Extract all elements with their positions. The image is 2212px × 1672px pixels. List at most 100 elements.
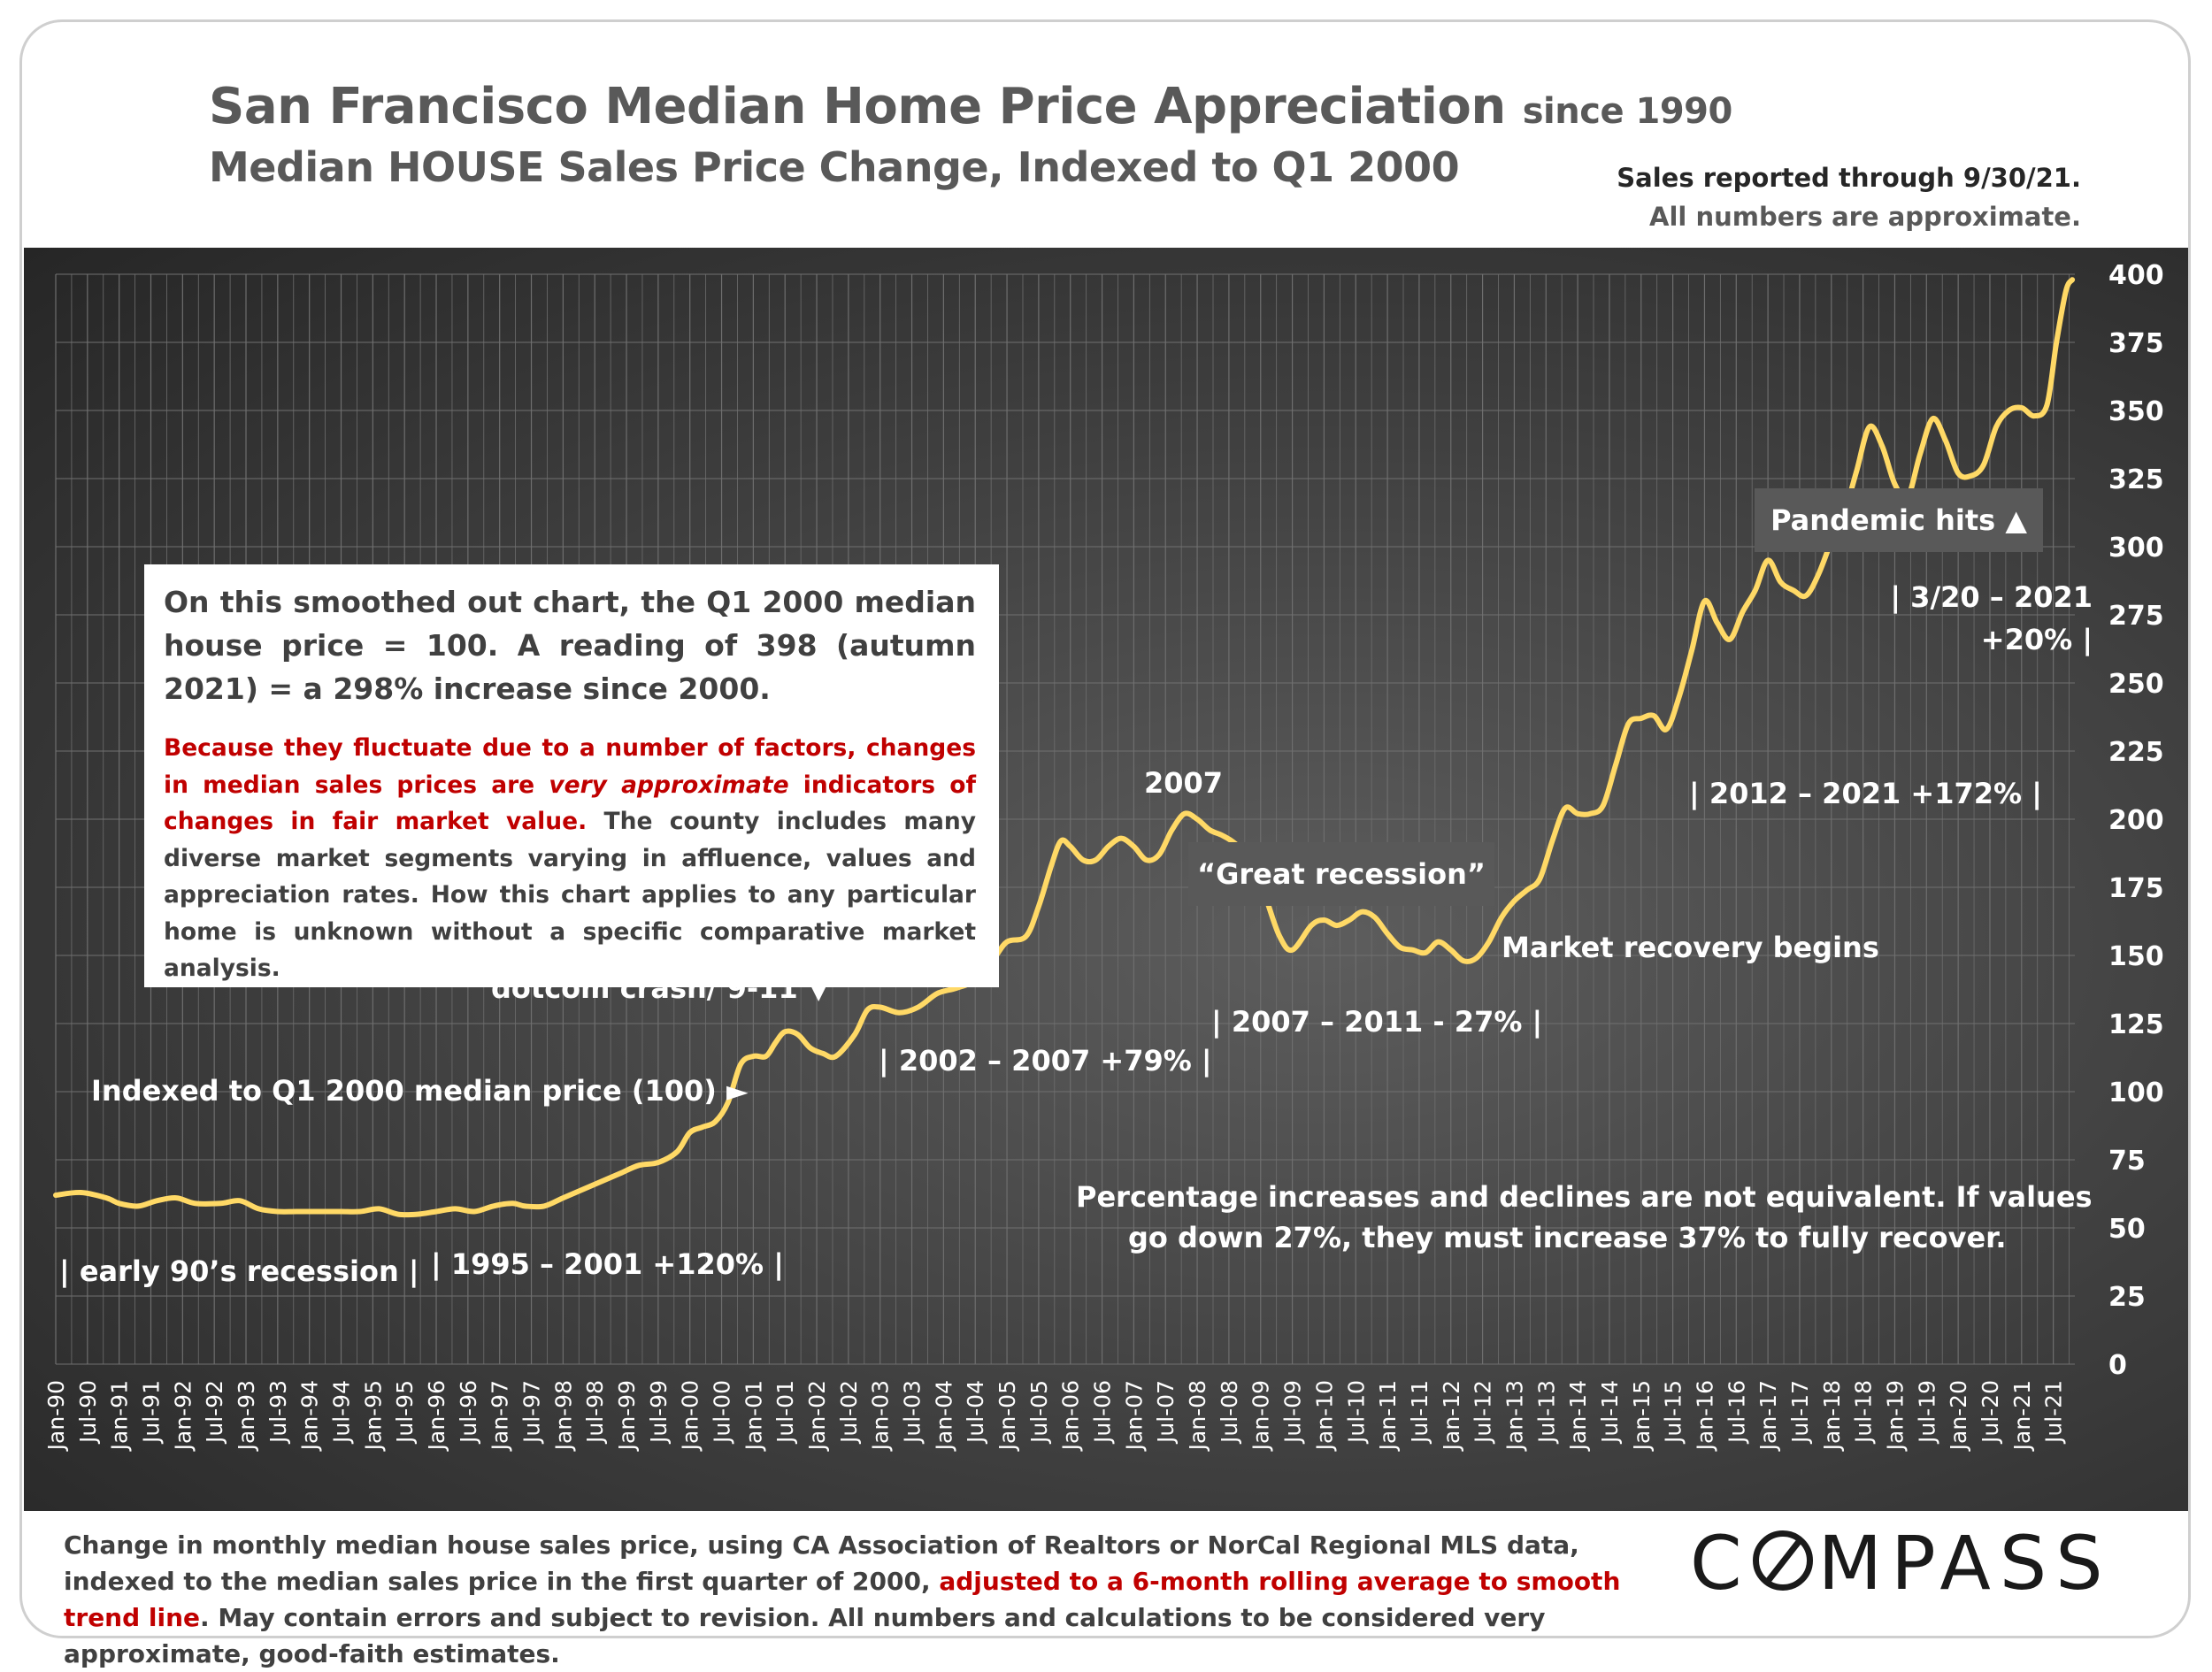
x-tick-label: Jul-01: [772, 1380, 798, 1445]
y-tick-label: 0: [2108, 1350, 2127, 1381]
x-tick-label: Jul-13: [1533, 1380, 1559, 1445]
annotation-2020-2021-b: +20% |: [1980, 623, 2093, 656]
x-tick-label: Jan-95: [360, 1380, 386, 1452]
y-tick-label: 325: [2108, 464, 2164, 495]
annotation-2002-2007: | 2002 – 2007 +79% |: [879, 1044, 1212, 1078]
x-tick-label: Jul-94: [329, 1380, 355, 1445]
x-tick-label: Jul-91: [139, 1380, 165, 1445]
annotation-early-90s: | early 90’s recession |: [59, 1254, 419, 1288]
x-tick-label: Jul-03: [900, 1380, 926, 1445]
y-tick-label: 300: [2108, 533, 2164, 564]
approximate-note: All numbers are approximate.: [1649, 202, 2081, 232]
x-tick-label: Jul-07: [1153, 1380, 1179, 1445]
x-tick-label: Jan-13: [1502, 1380, 1527, 1452]
x-tick-label: Jul-12: [1471, 1380, 1496, 1445]
x-tick-label: Jan-92: [170, 1380, 196, 1452]
x-tick-label: Jan-90: [43, 1380, 69, 1452]
x-tick-label: Jan-15: [1629, 1380, 1655, 1452]
sales-through-note: Sales reported through 9/30/21.: [1617, 163, 2081, 193]
info-box-main-text: On this smoothed out chart, the Q1 2000 …: [164, 585, 976, 706]
outer-frame: [19, 19, 2191, 1638]
x-tick-label: Jul-02: [836, 1380, 862, 1445]
x-tick-label: Jul-20: [1978, 1380, 2003, 1445]
x-tick-label: Jan-14: [1565, 1380, 1591, 1452]
x-tick-label: Jan-04: [931, 1380, 956, 1452]
annotation-great-recession: “Great recession”: [1188, 842, 1494, 906]
page-title: San Francisco Median Home Price Apprecia…: [209, 78, 1732, 135]
annotation-pandemic: Pandemic hits ▲: [1755, 488, 2043, 552]
info-box-disclaimer: Because they fluctuate due to a number o…: [164, 734, 976, 982]
y-tick-label: 250: [2108, 669, 2164, 700]
annotation-2007-2011: | 2007 – 2011 - 27% |: [1211, 1005, 1543, 1039]
x-tick-label: Jan-99: [614, 1380, 640, 1452]
x-tick-label: Jul-90: [75, 1380, 101, 1445]
annotation-recovery: Market recovery begins: [1502, 931, 1879, 964]
x-tick-label: Jan-01: [741, 1380, 766, 1452]
y-tick-label: 150: [2108, 941, 2164, 972]
x-tick-label: Jul-96: [456, 1380, 481, 1445]
y-tick-label: 275: [2108, 601, 2164, 632]
x-tick-label: Jul-00: [710, 1380, 735, 1445]
x-tick-label: Jul-08: [1217, 1380, 1242, 1445]
x-tick-label: Jul-18: [1851, 1380, 1877, 1445]
x-tick-label: Jan-94: [297, 1380, 323, 1452]
info-box: On this smoothed out chart, the Q1 2000 …: [144, 564, 999, 987]
annotation-indexed: Indexed to Q1 2000 median price (100) ►: [91, 1074, 749, 1108]
x-tick-label: Jul-92: [202, 1380, 227, 1445]
x-tick-label: Jan-21: [2009, 1380, 2035, 1452]
x-tick-label: Jul-15: [1661, 1380, 1686, 1445]
x-tick-label: Jul-17: [1787, 1380, 1813, 1445]
x-tick-label: Jan-16: [1692, 1380, 1717, 1452]
annotation-percentage-note-1: Percentage increases and declines are no…: [1076, 1180, 2093, 1214]
x-tick-label: Jan-98: [550, 1380, 576, 1452]
y-tick-label: 175: [2108, 873, 2164, 904]
x-tick-label: Jul-99: [646, 1380, 672, 1445]
x-tick-label: Jul-06: [1090, 1380, 1116, 1445]
y-tick-label: 350: [2108, 396, 2164, 427]
compass-o-icon: [1752, 1530, 1813, 1591]
x-tick-label: Jul-21: [2041, 1380, 2067, 1445]
annotation-1995-2001: | 1995 – 2001 +120% |: [431, 1247, 784, 1281]
x-tick-label: Jan-20: [1946, 1380, 1971, 1452]
x-tick-label: Jul-14: [1597, 1380, 1623, 1445]
x-tick-label: Jul-98: [582, 1380, 608, 1445]
x-tick-label: Jul-95: [392, 1380, 418, 1445]
x-tick-label: Jul-19: [1914, 1380, 1939, 1445]
x-tick-label: Jan-12: [1439, 1380, 1464, 1452]
x-tick-label: Jan-97: [488, 1380, 513, 1452]
x-tick-label: Jul-05: [1026, 1380, 1052, 1445]
x-tick-label: Jan-09: [1248, 1380, 1274, 1452]
x-tick-label: Jan-03: [868, 1380, 894, 1452]
x-tick-label: Jan-19: [1882, 1380, 1908, 1452]
footnote: Change in monthly median house sales pri…: [64, 1530, 1621, 1668]
annotation-dotcom: dotcom crash/ 9-11 ▼: [491, 971, 830, 1005]
y-tick-label: 100: [2108, 1078, 2164, 1108]
price-index-line: [53, 277, 2076, 1218]
annotation-2012-2021: | 2012 – 2021 +172% |: [1689, 777, 2042, 810]
annotation-2007: 2007: [1144, 766, 1224, 800]
y-tick-label: 375: [2108, 328, 2164, 359]
x-tick-label: Jul-97: [519, 1380, 545, 1445]
x-tick-label: Jul-11: [1407, 1380, 1432, 1445]
x-tick-label: Jan-91: [107, 1380, 133, 1452]
y-tick-label: 125: [2108, 1009, 2164, 1040]
page-subtitle: Median HOUSE Sales Price Change, Indexed…: [209, 143, 1460, 191]
x-tick-label: Jan-06: [1058, 1380, 1084, 1452]
x-tick-label: Jan-05: [995, 1380, 1020, 1452]
x-tick-label: Jan-08: [1185, 1380, 1210, 1452]
title-since: since 1990: [1522, 91, 1733, 132]
chart-panel: 0 25 50 75 100 125 150 175 200 225 250 275 300 325 350…: [24, 248, 2188, 1511]
x-tick-label: Jul-93: [265, 1380, 291, 1445]
y-tick-label: 225: [2108, 737, 2164, 768]
x-tick-label: Jul-04: [963, 1380, 988, 1445]
y-tick-label: 75: [2108, 1146, 2146, 1177]
x-tick-label: Jan-10: [1311, 1380, 1337, 1452]
x-tick-label: Jan-18: [1819, 1380, 1845, 1452]
x-tick-label: Jan-11: [1375, 1380, 1401, 1452]
x-tick-label: Jul-10: [1343, 1380, 1369, 1445]
y-tick-label: 200: [2108, 805, 2164, 836]
x-tick-label: Jan-00: [678, 1380, 703, 1452]
x-tick-label: Jan-07: [1121, 1380, 1147, 1452]
y-tick-label: 25: [2108, 1282, 2146, 1313]
x-tick-label: Jul-16: [1724, 1380, 1749, 1445]
